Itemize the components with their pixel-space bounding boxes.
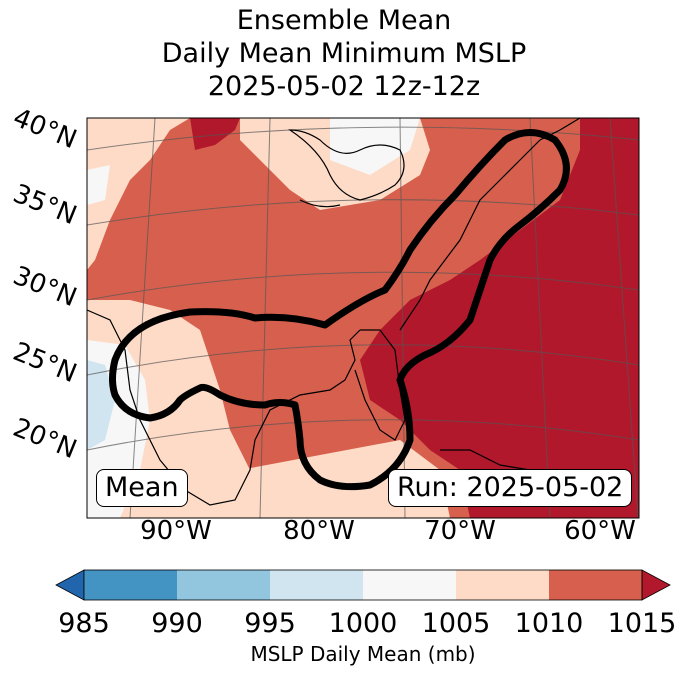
colorbar-extend-high <box>641 569 671 601</box>
colorbar <box>55 569 671 601</box>
title-line-2: Daily Mean Minimum MSLP <box>161 38 527 69</box>
map-frame <box>86 117 640 519</box>
colorbar-tick-985: 985 <box>58 608 110 639</box>
colorbar-extend-low <box>55 569 85 601</box>
lon-label-90w: 90°W <box>140 516 212 546</box>
colorbar-bin-1010-1015 <box>549 570 642 600</box>
colorbar-tick-990: 990 <box>151 608 203 639</box>
colorbar-tick-1015: 1015 <box>607 608 677 639</box>
title-line-3: 2025-05-02 12z-12z <box>207 71 481 102</box>
colorbar-tick-1000: 1000 <box>328 608 398 639</box>
colorbar-bin-990-995 <box>177 570 270 600</box>
field-1000-1005-nw-corner <box>87 165 110 205</box>
mean-badge: Mean <box>96 469 188 507</box>
field-1005-1010-northwest <box>87 118 190 270</box>
colorbar-bin-1000-1005 <box>363 570 456 600</box>
lon-label-60w: 60°W <box>564 516 636 546</box>
contour-outline <box>109 129 570 491</box>
colorbar-bin-1005-1010 <box>456 570 549 600</box>
field-995-1000-southwest <box>87 360 115 450</box>
colorbar-bin-985-990 <box>84 570 177 600</box>
field-1000-1005-north <box>330 118 420 175</box>
coastlines <box>87 118 581 506</box>
colorbar-label: MSLP Daily Mean (mb) <box>250 642 476 666</box>
colorbar-tick-995: 995 <box>244 608 296 639</box>
run-date-badge: Run: 2025-05-02 <box>388 469 633 507</box>
title-line-1: Ensemble Mean <box>236 5 452 36</box>
colorbar-tick-1010: 1010 <box>514 608 584 639</box>
lon-label-70w: 70°W <box>424 516 496 546</box>
lon-label-80w: 80°W <box>283 516 355 546</box>
field-above-1015-north <box>190 118 240 150</box>
colorbar-tick-1005: 1005 <box>421 608 491 639</box>
colorbar-bin-995-1000 <box>270 570 363 600</box>
field-above-1015-atlantic <box>360 118 639 518</box>
